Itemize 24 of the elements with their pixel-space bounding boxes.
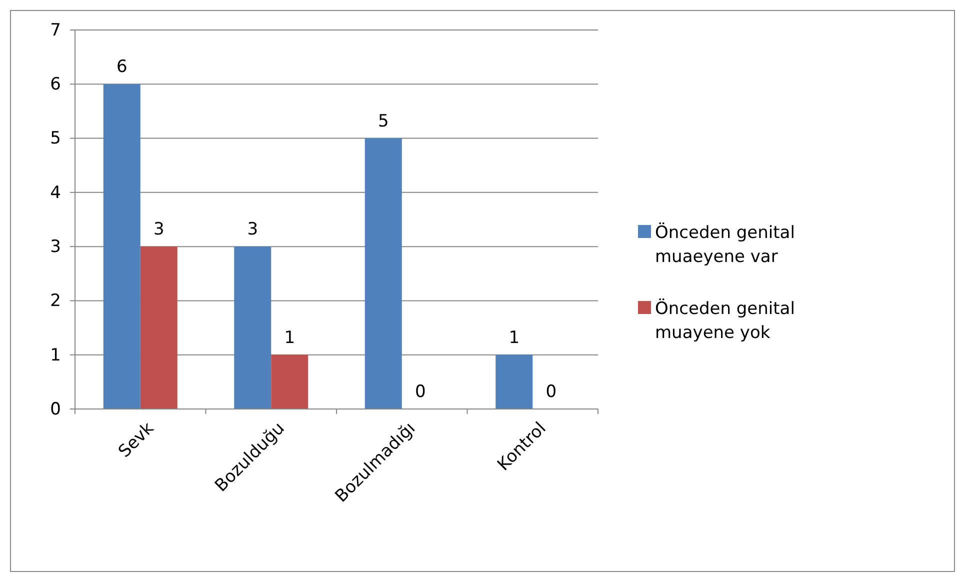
data-label: 0 (546, 382, 557, 402)
y-tick-label: 7 (50, 20, 61, 40)
bar (364, 138, 402, 409)
data-label: 3 (153, 220, 164, 240)
y-tick-label: 2 (50, 291, 61, 312)
data-label: 1 (284, 328, 296, 348)
y-tick-label: 4 (50, 182, 61, 203)
data-label: 3 (247, 220, 258, 240)
y-tick-label: 6 (50, 74, 61, 95)
data-label: 1 (508, 328, 520, 348)
data-label: 0 (414, 382, 426, 402)
data-label: 5 (378, 111, 389, 132)
legend-label: Önceden genital muayene yok (655, 298, 795, 343)
y-tick-label: 5 (50, 128, 61, 149)
bar (103, 84, 140, 409)
bar (234, 246, 272, 409)
bar (271, 354, 308, 409)
bar (140, 246, 178, 409)
y-tick-label: 0 (50, 399, 61, 420)
y-tick-label: 3 (50, 237, 61, 258)
bar (496, 354, 533, 409)
data-label: 6 (116, 57, 128, 78)
legend-label: Önceden genital muaeyene var (655, 222, 795, 267)
y-tick-label: 1 (50, 345, 61, 366)
